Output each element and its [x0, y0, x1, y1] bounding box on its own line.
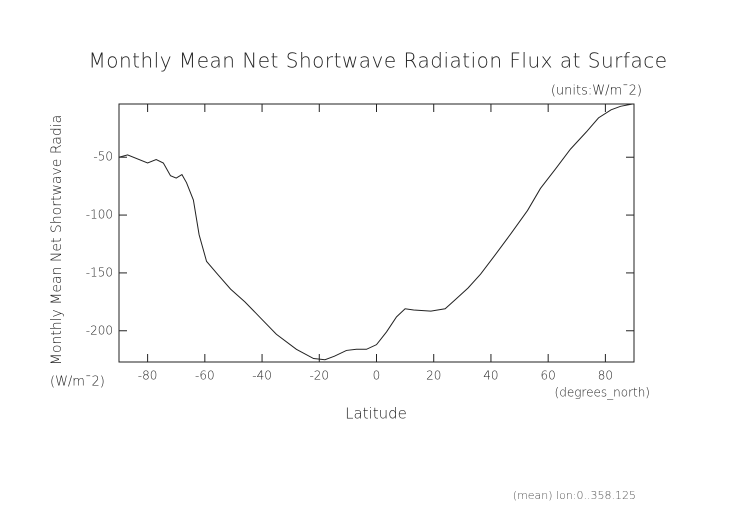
- x-tick-label: -80: [138, 369, 158, 383]
- x-tick-label: 20: [426, 369, 441, 383]
- units: (units:W/m¯2): [551, 84, 642, 99]
- x-tick-label: 40: [483, 369, 498, 383]
- y-unit: (W/m¯2): [50, 375, 105, 390]
- footnote: (mean) lon:0..358.125: [513, 489, 636, 502]
- x-tick-label: -20: [309, 369, 329, 383]
- x-tick-label: 0: [373, 369, 381, 383]
- x-tick-label: 80: [598, 369, 613, 383]
- chart-title: Monthly Mean Net Shortwave Radiation Flu…: [89, 49, 668, 73]
- y-axis-label: Monthly Mean Net Shortwave Radia: [49, 115, 65, 365]
- x-axis-label: Latitude: [345, 405, 407, 423]
- x-unit: (degrees_north): [555, 386, 650, 400]
- x-tick-label: -60: [195, 369, 215, 383]
- x-tick-label: 60: [541, 369, 556, 383]
- y-tick-label: -200: [86, 323, 113, 337]
- y-tick-label: -50: [93, 150, 113, 164]
- y-tick-label: -150: [86, 265, 113, 279]
- plot-frame: [118, 103, 635, 363]
- x-tick-label: -40: [252, 369, 272, 383]
- y-tick-label: -100: [86, 208, 113, 222]
- line: [118, 103, 633, 361]
